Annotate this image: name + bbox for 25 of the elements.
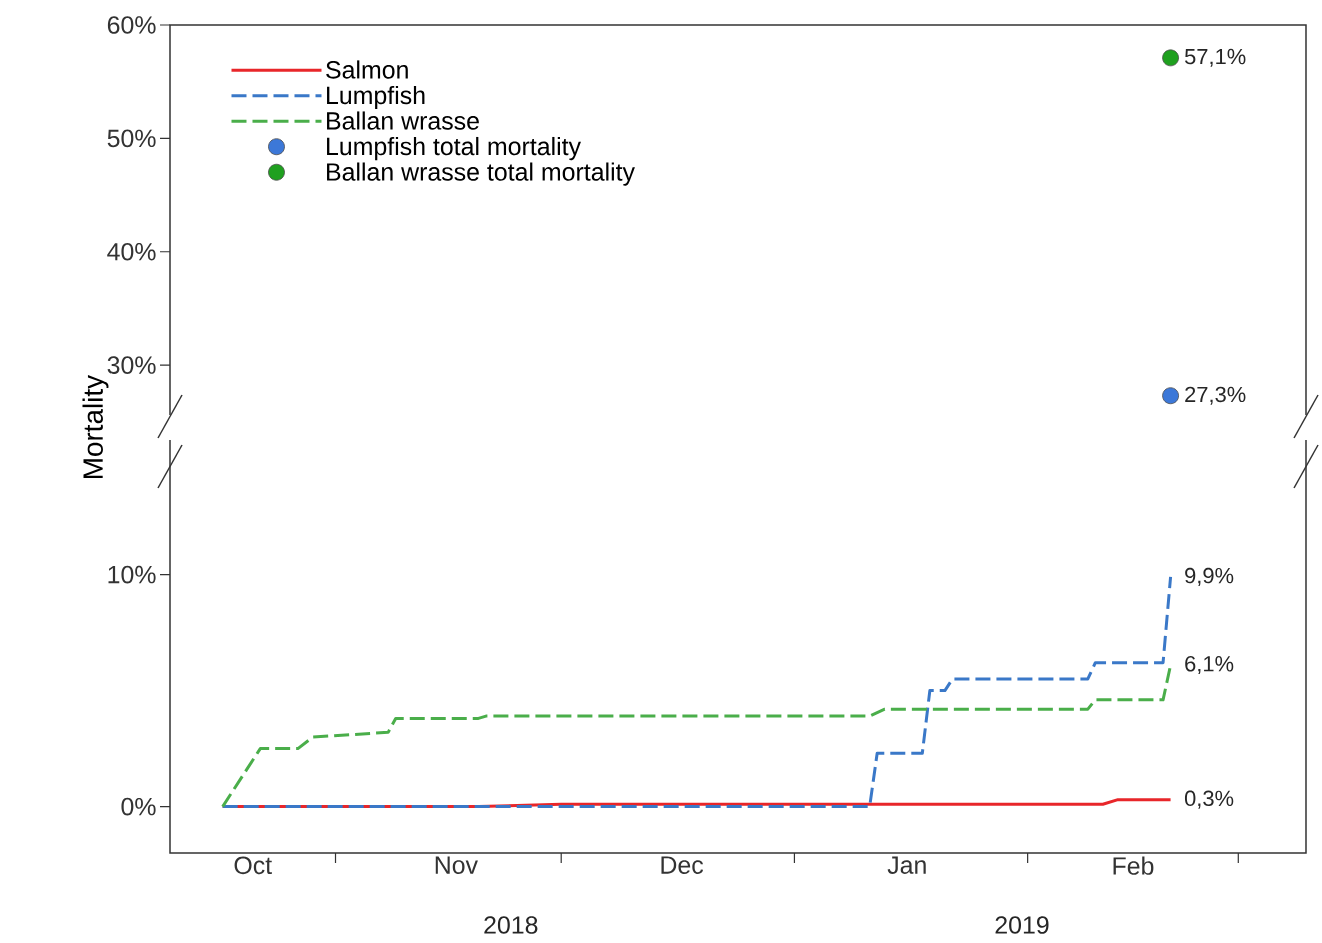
- y-tick-label: 30%: [107, 356, 156, 374]
- text: Lumpfish: [327, 85, 425, 110]
- y-tick-label: 60%: [107, 16, 156, 34]
- data-label: 0,3%: [1184, 790, 1234, 809]
- y-tick-label: 50%: [107, 129, 156, 148]
- text: Salmon: [326, 60, 408, 79]
- x-tick-label: Nov: [435, 856, 478, 874]
- data-label: 6,1%: [1185, 656, 1234, 675]
- x-tick-label: Dec: [661, 856, 704, 874]
- text: 2019: [995, 916, 1049, 934]
- legend-label: Ballan wrasse total mortality: [327, 162, 635, 186]
- text: Ballan wrasse: [327, 111, 479, 130]
- y-tick-label: 0%: [121, 797, 156, 816]
- data-label: 57,1%: [1184, 48, 1246, 67]
- y-tick-label: 40%: [107, 242, 156, 261]
- text: 2018: [484, 916, 538, 934]
- x-tick-label: Jan: [887, 856, 926, 874]
- data-label: 9,9%: [1185, 567, 1234, 586]
- line-series: [221, 575, 1173, 809]
- y-tick-label: 10%: [108, 565, 156, 584]
- x-tick-label: Feb: [1113, 856, 1154, 875]
- data-label: 27,3%: [1185, 386, 1246, 405]
- y-axis-title: Mortality: [82, 374, 109, 479]
- x-tick-label: Oct: [234, 856, 272, 875]
- legend-label: Lumpfish total mortality: [327, 136, 581, 161]
